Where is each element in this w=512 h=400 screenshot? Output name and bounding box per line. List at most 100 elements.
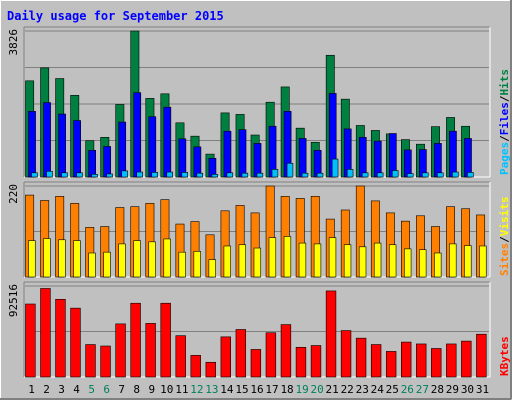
bar-kbytes-day-14	[220, 336, 231, 378]
day-label-17: 17	[265, 383, 278, 396]
bar-kbytes-day-6	[100, 345, 111, 378]
legend-visits: Sites/Visits	[498, 197, 511, 277]
bar-pages-day-15	[241, 172, 249, 178]
bar-files-day-19	[298, 138, 307, 178]
bar-files-day-2	[43, 102, 51, 178]
bar-files-day-23	[358, 137, 367, 178]
bar-kbytes-day-27	[416, 343, 427, 378]
bar-kbytes-day-15	[235, 329, 247, 378]
day-label-7: 7	[118, 383, 125, 396]
bar-pages-day-27	[422, 172, 429, 178]
bar-kbytes-day-24	[370, 344, 382, 378]
day-label-25: 25	[386, 383, 399, 396]
legend-kbytes: KBytes	[498, 336, 511, 376]
bar-kbytes-day-9	[145, 323, 156, 378]
day-label-23: 23	[356, 383, 369, 396]
bar-kbytes-day-10	[160, 302, 171, 378]
bar-kbytes-day-22	[340, 330, 352, 378]
bar-kbytes-day-28	[431, 348, 442, 378]
bar-sites-day-18	[283, 236, 292, 278]
bar-kbytes-day-30	[461, 340, 472, 378]
bar-files-day-12	[193, 146, 202, 178]
bar-files-day-3	[58, 113, 66, 178]
max-label-kbytes: 92516	[7, 284, 20, 317]
bar-sites-day-26	[404, 248, 412, 278]
day-label-1: 1	[28, 383, 35, 396]
day-label-18: 18	[280, 383, 293, 396]
bar-files-day-14	[223, 130, 232, 178]
chart-title: Daily usage for September 2015	[7, 9, 224, 23]
bar-files-day-8	[133, 92, 142, 178]
day-label-8: 8	[133, 383, 140, 396]
bar-sites-day-5	[88, 252, 96, 278]
bar-sites-day-24	[373, 242, 382, 278]
day-label-16: 16	[250, 383, 263, 396]
bar-pages-day-10	[166, 171, 173, 178]
day-label-4: 4	[73, 383, 80, 396]
bar-files-day-15	[238, 129, 247, 178]
panel-hits: 3826	[7, 26, 491, 178]
bar-pages-day-5	[91, 174, 98, 178]
bar-files-day-26	[404, 149, 412, 178]
bar-kbytes-day-17	[265, 332, 277, 378]
day-label-15: 15	[235, 383, 248, 396]
bar-files-day-30	[464, 138, 472, 178]
bar-pages-day-20	[316, 172, 324, 178]
bar-kbytes-day-8	[130, 302, 141, 378]
bar-pages-day-25	[391, 170, 399, 178]
bar-pages-day-7	[121, 170, 128, 178]
bar-kbytes-day-5	[85, 344, 96, 378]
bar-sites-day-10	[163, 238, 171, 278]
bar-kbytes-day-25	[385, 351, 397, 378]
bar-files-day-24	[373, 140, 382, 178]
bar-pages-day-14	[226, 172, 234, 178]
bar-kbytes-day-2	[40, 288, 51, 378]
day-label-21: 21	[326, 383, 339, 396]
bar-sites-day-27	[419, 249, 427, 278]
bar-sites-day-9	[148, 241, 156, 278]
bar-kbytes-day-1	[25, 303, 36, 378]
bar-kbytes-day-29	[446, 343, 457, 378]
bar-kbytes-day-19	[295, 346, 307, 378]
day-label-14: 14	[220, 383, 234, 396]
bar-pages-day-1	[31, 172, 38, 178]
bar-sites-day-23	[358, 246, 367, 278]
day-label-11: 11	[175, 383, 188, 396]
bar-files-day-1	[28, 111, 36, 178]
bar-pages-day-19	[301, 172, 309, 178]
bar-sites-day-25	[388, 244, 397, 278]
bar-pages-day-16	[256, 172, 264, 178]
bar-kbytes-day-4	[70, 307, 81, 378]
legend-entry-sites: Sites	[498, 243, 511, 276]
bar-sites-day-11	[178, 251, 186, 278]
bar-sites-day-1	[28, 240, 36, 278]
day-label-30: 30	[461, 383, 474, 396]
day-label-28: 28	[431, 383, 444, 396]
bar-pages-day-2	[46, 170, 53, 178]
bar-files-day-7	[118, 121, 127, 178]
bar-kbytes-day-20	[310, 345, 322, 378]
day-label-31: 31	[476, 383, 489, 396]
day-label-2: 2	[43, 383, 50, 396]
bar-pages-day-28	[437, 172, 444, 178]
bar-files-day-16	[253, 143, 262, 178]
max-label-visits: 220	[7, 184, 20, 204]
bar-kbytes-day-31	[476, 333, 487, 378]
day-label-22: 22	[341, 383, 354, 396]
day-label-5: 5	[88, 383, 95, 396]
bar-pages-day-6	[106, 173, 113, 178]
bar-sites-day-17	[268, 237, 277, 278]
bar-pages-day-23	[361, 172, 369, 178]
day-label-12: 12	[190, 383, 203, 396]
bar-kbytes-day-26	[401, 341, 412, 378]
legend-entry-visits: Visits	[498, 197, 511, 237]
max-label-hits: 3826	[7, 29, 20, 56]
day-label-13: 13	[205, 383, 218, 396]
bar-files-day-28	[434, 143, 442, 178]
bar-sites-day-4	[73, 240, 81, 278]
legend-entry-kbytes: KBytes	[498, 336, 511, 376]
bar-sites-day-2	[43, 238, 51, 278]
panel-kbytes: 92516	[7, 281, 491, 378]
bar-sites-day-6	[103, 251, 111, 278]
